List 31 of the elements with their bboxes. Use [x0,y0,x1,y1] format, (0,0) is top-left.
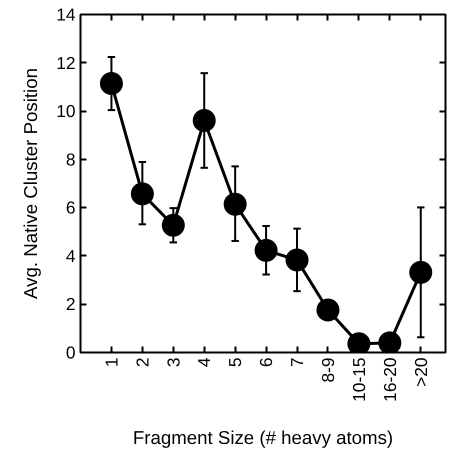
point [378,331,402,352]
y-tick-label: 0 [66,342,76,362]
x-tick-label: 3 [163,357,184,368]
x-tick-label: 10-15 [348,357,369,402]
x-tick-label: 16-20 [380,357,400,402]
x-tick-label: 5 [225,357,246,368]
x-tick-label: 6 [256,357,276,368]
point [316,298,340,322]
point [130,182,154,206]
point [254,238,278,262]
point [286,248,309,272]
x-tick-label: 7 [287,357,308,368]
x-tick-label: 4 [194,357,214,368]
y-tick-label: 8 [66,149,76,170]
y-axis-title: Avg. Native Cluster Position [20,68,42,299]
y-tick-label: 6 [66,198,76,218]
y-tick-label: 12 [56,52,76,73]
point [192,109,216,132]
y-tick-label: 10 [56,101,76,122]
x-tick-label: 2 [132,357,152,368]
x-tick-label: 8-9 [318,358,338,383]
y-tick-label: 2 [66,294,76,314]
point [162,214,185,237]
x-tick-label: >20 [410,357,431,387]
y-tick-label: 14 [56,4,76,24]
point [100,72,123,96]
point [409,260,432,284]
y-tick-label: 4 [66,246,76,266]
x-axis-title: Fragment Size (# heavy atoms) [132,426,394,448]
x-tick-label: 1 [101,357,122,368]
point [224,192,247,216]
